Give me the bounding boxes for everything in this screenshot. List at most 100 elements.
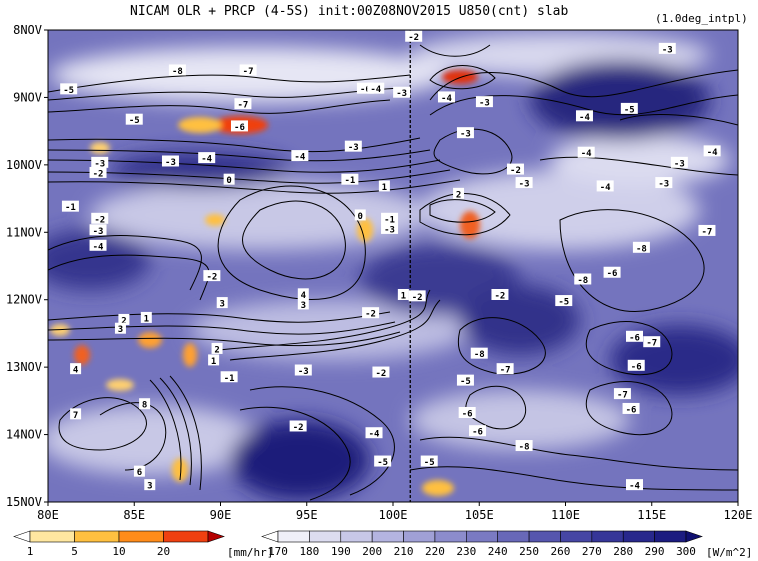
contour-label-bg bbox=[475, 96, 493, 108]
contour-label: 7 bbox=[73, 411, 78, 421]
contour-label: -2 bbox=[206, 273, 217, 283]
x-tick-label: 110E bbox=[551, 508, 580, 522]
colorbar-level-label: 230 bbox=[456, 545, 476, 558]
contour-label: 3 bbox=[220, 300, 225, 310]
contour-line bbox=[48, 74, 411, 93]
colorbar-segment bbox=[340, 530, 373, 543]
olr-low-core-7 bbox=[110, 152, 290, 188]
x-tick-label: 105E bbox=[465, 508, 494, 522]
contour-label: 6 bbox=[137, 468, 142, 478]
contour-label: -6 bbox=[462, 409, 473, 419]
contour-label-bg bbox=[596, 180, 614, 192]
contour-label: -1 bbox=[384, 215, 395, 225]
contour-label: 1 bbox=[144, 314, 149, 324]
contour-line bbox=[539, 156, 738, 176]
contour-label-bg bbox=[397, 288, 409, 300]
colorbar-max-arrow bbox=[685, 530, 703, 543]
colorbar-segment bbox=[118, 530, 164, 543]
contour-label: -5 bbox=[377, 458, 388, 468]
colorbar-segment bbox=[371, 530, 404, 543]
colorbar-level-label: 180 bbox=[299, 545, 319, 558]
contour-label: -3 bbox=[93, 227, 104, 237]
contour-line bbox=[433, 128, 513, 175]
contour-label-bg bbox=[161, 155, 179, 167]
contour-label: -6 bbox=[472, 428, 483, 438]
precip-cell-9 bbox=[183, 343, 197, 367]
contour-label-bg bbox=[408, 290, 426, 302]
contour-label: -8 bbox=[474, 350, 485, 360]
contour-label: 8 bbox=[142, 401, 147, 411]
contour-label-bg bbox=[91, 156, 109, 168]
olr-low-core-1 bbox=[530, 60, 710, 140]
colorbar-segment bbox=[528, 530, 561, 543]
contour-label: -1 bbox=[224, 374, 235, 384]
contour-label: 3 bbox=[118, 325, 123, 335]
contour-label-bg bbox=[456, 127, 474, 139]
contour-label: -3 bbox=[396, 89, 407, 99]
precip-cell-2 bbox=[178, 117, 222, 133]
contour-label-bg bbox=[140, 311, 152, 323]
contour-label: 4 bbox=[301, 291, 307, 301]
colorbar-segment bbox=[403, 530, 436, 543]
contour-label-bg bbox=[89, 239, 107, 251]
precip-cell-7 bbox=[138, 332, 162, 348]
contour-label: -4 bbox=[707, 148, 718, 158]
contour-line bbox=[48, 87, 401, 101]
contour-line bbox=[429, 69, 738, 101]
contour-label: -4 bbox=[629, 482, 640, 492]
contour-label-bg bbox=[622, 402, 640, 414]
colorbar-segment bbox=[560, 530, 593, 543]
contour-label: 0 bbox=[226, 176, 231, 186]
colorbar-segment bbox=[309, 530, 342, 543]
contour-line bbox=[249, 386, 395, 496]
contour-label-bg bbox=[344, 140, 362, 152]
colorbar-level-label: 10 bbox=[112, 545, 125, 558]
colorbar-max-arrow bbox=[207, 530, 225, 543]
contour-label-bg bbox=[515, 177, 533, 189]
colorbar-level-label: 270 bbox=[582, 545, 602, 558]
contour-label: -5 bbox=[624, 105, 635, 115]
colorbar-level-label: 200 bbox=[362, 545, 382, 558]
contour-label-bg bbox=[168, 64, 186, 76]
interpolation-note: (1.0deg_intpl) bbox=[655, 12, 748, 25]
contour-label-bg bbox=[620, 102, 638, 114]
contour-label-bg bbox=[297, 298, 309, 310]
colorbar-segment bbox=[622, 530, 655, 543]
contour-label: -6 bbox=[631, 362, 642, 372]
contour-label: 3 bbox=[301, 301, 306, 311]
olr-high-band-8 bbox=[550, 135, 730, 185]
contour-label: -5 bbox=[424, 458, 435, 468]
y-tick-label: 9NOV bbox=[13, 90, 42, 104]
precip-cell-13 bbox=[172, 458, 188, 482]
contour-label-bg bbox=[291, 150, 309, 162]
colorbar-level-label: 260 bbox=[551, 545, 571, 558]
olr-low-core-2 bbox=[230, 420, 370, 500]
contour-label: -7 bbox=[500, 366, 511, 376]
contour-label: -4 bbox=[600, 183, 611, 193]
contour-label-bg bbox=[698, 224, 716, 236]
contour-label: -8 bbox=[636, 244, 647, 254]
contour-label-bg bbox=[381, 212, 399, 224]
contour-label-bg bbox=[70, 363, 82, 375]
contour-label-bg bbox=[603, 266, 621, 278]
y-axis: 8NOV 9NOV 10NOV 11NOV 12NOV 13NOV 14NOV 15NOV bbox=[6, 23, 48, 509]
y-tick-label: 12NOV bbox=[6, 293, 42, 307]
contour-label: -3 bbox=[298, 367, 309, 377]
contour-label-bg bbox=[133, 465, 145, 477]
contour-label-bg bbox=[91, 212, 109, 224]
contour-label-bg bbox=[393, 86, 411, 98]
contour-label-bg bbox=[575, 110, 593, 122]
precip-cell-8 bbox=[74, 345, 90, 365]
contour-label-bg bbox=[114, 322, 126, 334]
colorbar-segment bbox=[277, 530, 310, 543]
contour-label: -4 bbox=[581, 149, 592, 159]
contour-line bbox=[58, 397, 147, 451]
y-tick-label: 11NOV bbox=[6, 225, 42, 239]
contour-line bbox=[619, 114, 738, 126]
contour-label-bg bbox=[574, 273, 592, 285]
contour-label: -7 bbox=[617, 391, 628, 401]
x-tick-label: 95E bbox=[296, 508, 318, 522]
contour-label-bg bbox=[294, 364, 312, 376]
contour-label: -6 bbox=[626, 405, 637, 415]
